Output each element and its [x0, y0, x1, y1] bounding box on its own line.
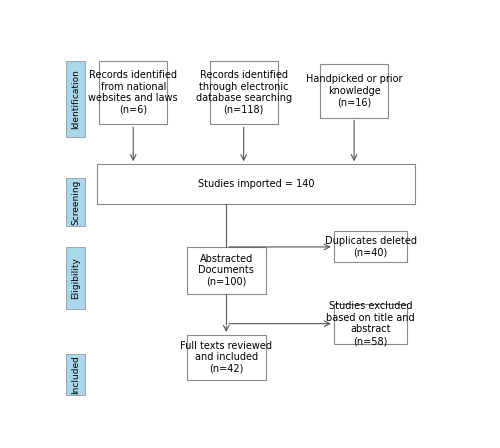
FancyBboxPatch shape	[66, 60, 85, 137]
FancyBboxPatch shape	[334, 232, 407, 263]
Text: Studies imported = 140: Studies imported = 140	[198, 179, 314, 189]
Text: Included: Included	[71, 355, 80, 394]
Text: Eligibility: Eligibility	[71, 257, 80, 299]
Text: Abstracted
Documents
(n=100): Abstracted Documents (n=100)	[198, 254, 254, 287]
Text: Records identified
through electronic
database searching
(n=118): Records identified through electronic da…	[196, 70, 292, 115]
Text: Full texts reviewed
and included
(n=42): Full texts reviewed and included (n=42)	[180, 341, 272, 374]
Text: Duplicates deleted
(n=40): Duplicates deleted (n=40)	[324, 236, 416, 258]
FancyBboxPatch shape	[98, 164, 415, 204]
FancyBboxPatch shape	[100, 60, 167, 125]
Text: Identification: Identification	[71, 69, 80, 129]
Text: Handpicked or prior
knowledge
(n=16): Handpicked or prior knowledge (n=16)	[306, 74, 402, 108]
FancyBboxPatch shape	[334, 304, 407, 344]
FancyBboxPatch shape	[186, 247, 266, 293]
FancyBboxPatch shape	[210, 60, 278, 125]
Text: Records identified
from national
websites and laws
(n=6): Records identified from national website…	[88, 70, 178, 115]
Text: Screening: Screening	[71, 179, 80, 225]
FancyBboxPatch shape	[66, 354, 85, 395]
FancyBboxPatch shape	[66, 178, 85, 226]
FancyBboxPatch shape	[320, 64, 388, 117]
Text: Studies excluded
based on title and
abstract
(n=58): Studies excluded based on title and abst…	[326, 302, 415, 346]
FancyBboxPatch shape	[186, 335, 266, 380]
FancyBboxPatch shape	[66, 247, 85, 309]
